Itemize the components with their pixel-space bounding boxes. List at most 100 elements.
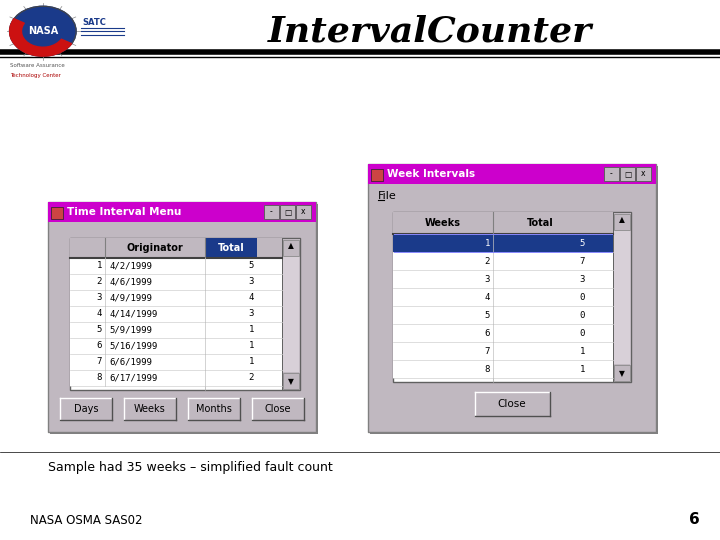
Bar: [70, 354, 282, 370]
Bar: [70, 338, 282, 354]
Text: Technology Center: Technology Center: [9, 73, 60, 78]
Bar: [264, 205, 279, 219]
Text: x: x: [642, 170, 646, 179]
Text: 3: 3: [248, 278, 254, 287]
Bar: [70, 370, 282, 386]
Text: -: -: [610, 170, 613, 179]
Text: -: -: [270, 207, 273, 217]
Bar: [70, 274, 282, 290]
Text: 6: 6: [485, 328, 490, 338]
Bar: [70, 238, 282, 258]
Bar: [393, 212, 613, 234]
Bar: [613, 212, 631, 382]
Bar: [253, 399, 305, 421]
Bar: [48, 202, 316, 432]
Text: Software Assurance: Software Assurance: [9, 63, 64, 68]
Bar: [475, 393, 551, 417]
Bar: [393, 252, 613, 270]
Text: x: x: [301, 207, 306, 217]
Text: File: File: [378, 191, 397, 201]
Bar: [474, 392, 549, 416]
Text: ▼: ▼: [619, 369, 625, 379]
Text: 6: 6: [689, 512, 700, 528]
Bar: [70, 238, 300, 390]
Bar: [614, 230, 630, 364]
Text: SATC: SATC: [82, 18, 106, 27]
Text: 5: 5: [96, 326, 102, 334]
Bar: [70, 258, 282, 274]
Bar: [393, 270, 613, 288]
Bar: [393, 234, 613, 252]
Bar: [283, 240, 299, 256]
Text: Close: Close: [498, 399, 526, 409]
Bar: [368, 164, 656, 432]
Text: 5/16/1999: 5/16/1999: [109, 341, 158, 350]
Text: Weeks: Weeks: [425, 218, 461, 228]
Text: ▼: ▼: [288, 377, 294, 387]
Bar: [368, 164, 656, 184]
Circle shape: [9, 6, 76, 56]
Bar: [393, 288, 613, 306]
Bar: [205, 238, 257, 258]
Bar: [188, 398, 240, 420]
Text: Close: Close: [265, 404, 292, 414]
Text: ▲: ▲: [619, 215, 625, 225]
Bar: [393, 306, 613, 324]
Bar: [124, 398, 176, 420]
Bar: [60, 398, 112, 420]
Text: 8: 8: [485, 364, 490, 374]
Text: Weeks: Weeks: [134, 404, 166, 414]
Text: 4/2/1999: 4/2/1999: [109, 261, 152, 271]
Bar: [370, 166, 658, 434]
Text: 3: 3: [248, 309, 254, 319]
Text: 3: 3: [580, 274, 585, 284]
Text: Sample had 35 weeks – simplified fault count: Sample had 35 weeks – simplified fault c…: [48, 462, 333, 475]
Text: 4: 4: [96, 309, 102, 319]
Text: 7: 7: [485, 347, 490, 355]
Text: 4/6/1999: 4/6/1999: [109, 278, 152, 287]
Bar: [48, 202, 316, 222]
Bar: [50, 204, 318, 434]
Bar: [604, 167, 619, 181]
Text: □: □: [624, 170, 631, 179]
Bar: [70, 290, 282, 306]
Bar: [614, 365, 630, 381]
Text: 3: 3: [485, 274, 490, 284]
Text: □: □: [284, 207, 291, 217]
Bar: [296, 205, 311, 219]
Text: 8: 8: [96, 374, 102, 382]
Text: 0: 0: [580, 310, 585, 320]
Text: 1: 1: [485, 239, 490, 247]
Text: Months: Months: [196, 404, 232, 414]
Bar: [125, 399, 177, 421]
Bar: [252, 398, 304, 420]
Text: 7: 7: [96, 357, 102, 367]
Text: Days: Days: [73, 404, 98, 414]
Bar: [70, 322, 282, 338]
Bar: [393, 360, 613, 378]
Bar: [393, 324, 613, 342]
Bar: [189, 399, 241, 421]
Text: NASA OSMA SAS02: NASA OSMA SAS02: [30, 514, 143, 526]
Bar: [283, 256, 299, 372]
Bar: [393, 342, 613, 360]
Bar: [393, 212, 631, 382]
Bar: [280, 205, 295, 219]
Bar: [61, 399, 113, 421]
Text: 5: 5: [580, 239, 585, 247]
Text: 6: 6: [96, 341, 102, 350]
Text: 4: 4: [485, 293, 490, 301]
Bar: [636, 167, 651, 181]
Bar: [51, 207, 63, 219]
Text: 1: 1: [580, 364, 585, 374]
Text: 1: 1: [96, 261, 102, 271]
Text: 2: 2: [485, 256, 490, 266]
Text: 7: 7: [580, 256, 585, 266]
Text: 3: 3: [96, 294, 102, 302]
Text: 0: 0: [580, 328, 585, 338]
Text: 2: 2: [96, 278, 102, 287]
Text: 0: 0: [580, 293, 585, 301]
Text: Time Interval Menu: Time Interval Menu: [67, 207, 181, 217]
Bar: [371, 169, 383, 181]
Text: 1: 1: [248, 357, 254, 367]
